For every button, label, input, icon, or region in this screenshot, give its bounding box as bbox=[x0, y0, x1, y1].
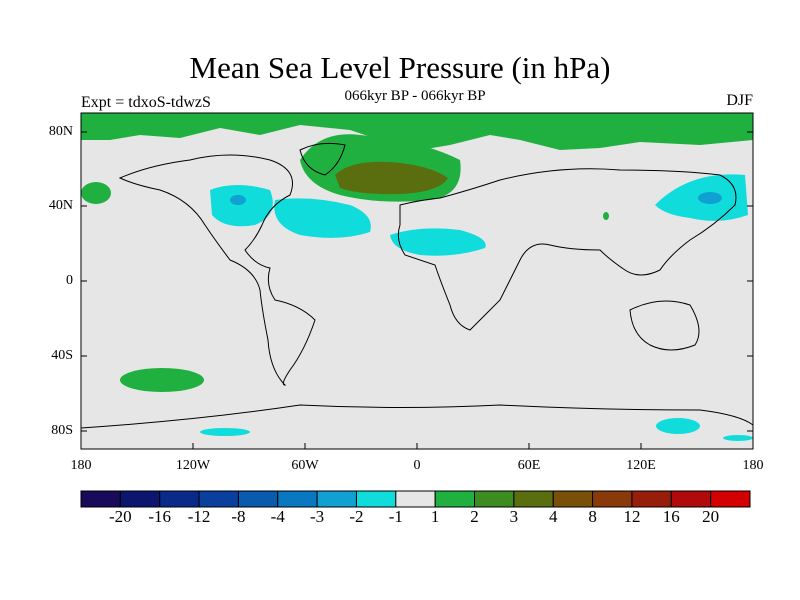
colorbar-swatch bbox=[355, 490, 397, 508]
colorbar-swatch bbox=[710, 490, 751, 508]
colorbar bbox=[80, 490, 751, 508]
antarctic-negative-anomaly-west bbox=[200, 428, 250, 436]
subtropical-negative-anomaly bbox=[390, 228, 486, 256]
colorbar-swatch bbox=[552, 490, 594, 508]
lon-tick-marks bbox=[192, 443, 642, 449]
colorbar-label: -16 bbox=[148, 507, 172, 526]
coastlines bbox=[80, 142, 754, 429]
lon-label-60w: 60W bbox=[291, 458, 319, 473]
arctic-positive-anomaly bbox=[81, 113, 753, 150]
colorbar-label: 2 bbox=[470, 507, 479, 526]
colorbar-swatch bbox=[237, 490, 279, 508]
atlantic-negative-anomaly bbox=[274, 198, 371, 238]
colorbar-label: -20 bbox=[109, 507, 132, 526]
small-positive-anomaly bbox=[603, 212, 609, 220]
colorbar-label: -8 bbox=[231, 507, 246, 526]
northwest-pacific-negative-core bbox=[698, 192, 722, 204]
plot-title: Mean Sea Level Pressure (in hPa) bbox=[189, 50, 611, 85]
season-label: DJF bbox=[726, 92, 753, 109]
lat-label-40n: 40N bbox=[48, 198, 73, 213]
colorbar-label: 16 bbox=[662, 507, 680, 526]
colorbar-label: -1 bbox=[388, 507, 403, 526]
experiment-label: Expt = tdxoS-tdwzS bbox=[81, 94, 211, 111]
colorbar-label: -12 bbox=[187, 507, 211, 526]
colorbar-label: -2 bbox=[349, 507, 364, 526]
colorbar-swatch bbox=[434, 490, 476, 508]
south-pacific-positive-anomaly bbox=[120, 368, 204, 392]
lat-tick-marks bbox=[81, 131, 753, 432]
colorbar-swatch bbox=[80, 490, 121, 508]
lat-label-80s: 80S bbox=[51, 423, 73, 438]
colorbar-label: 20 bbox=[702, 507, 720, 526]
lat-label-80n: 80N bbox=[48, 124, 73, 139]
colorbar-label: -4 bbox=[270, 507, 285, 526]
lon-label-180e: 180 bbox=[742, 458, 764, 473]
colorbar-swatch bbox=[277, 490, 318, 508]
north-atlantic-strong-anomaly bbox=[335, 161, 448, 195]
colorbar-label: 4 bbox=[548, 507, 558, 526]
colorbar-label: 12 bbox=[623, 507, 641, 526]
antarctic-negative-anomaly-east bbox=[656, 418, 700, 434]
lat-label-40s: 40S bbox=[51, 348, 73, 363]
lat-label-0: 0 bbox=[66, 273, 73, 288]
lon-label-120w: 120W bbox=[175, 458, 211, 473]
north-america-negative-core bbox=[230, 195, 246, 205]
colorbar-label: 1 bbox=[430, 507, 440, 526]
colorbar-swatch bbox=[395, 490, 436, 508]
colorbar-swatch bbox=[631, 490, 672, 508]
period-label: 066kyr BP - 066kyr BP bbox=[344, 88, 486, 104]
lon-label-120e: 120E bbox=[626, 458, 656, 473]
colorbar-swatch bbox=[316, 490, 357, 508]
lon-label-0: 0 bbox=[413, 458, 421, 473]
lon-label-180w: 180 bbox=[70, 458, 92, 473]
colorbar-swatch bbox=[474, 490, 515, 508]
colorbar-swatch bbox=[670, 490, 712, 508]
colorbar-swatch bbox=[198, 490, 239, 508]
north-america-negative-anomaly bbox=[210, 185, 273, 227]
colorbar-label: 8 bbox=[588, 507, 597, 526]
antarctic-negative-anomaly-far-east bbox=[723, 435, 753, 441]
colorbar-label: -3 bbox=[310, 507, 325, 526]
colorbar-swatch bbox=[592, 490, 633, 508]
pacific-positive-anomaly bbox=[81, 182, 111, 204]
colorbar-swatch bbox=[159, 490, 200, 508]
colorbar-swatch bbox=[513, 490, 554, 508]
colorbar-swatch bbox=[119, 490, 161, 508]
colorbar-label: 3 bbox=[509, 507, 519, 526]
lon-label-60e: 60E bbox=[517, 458, 541, 473]
